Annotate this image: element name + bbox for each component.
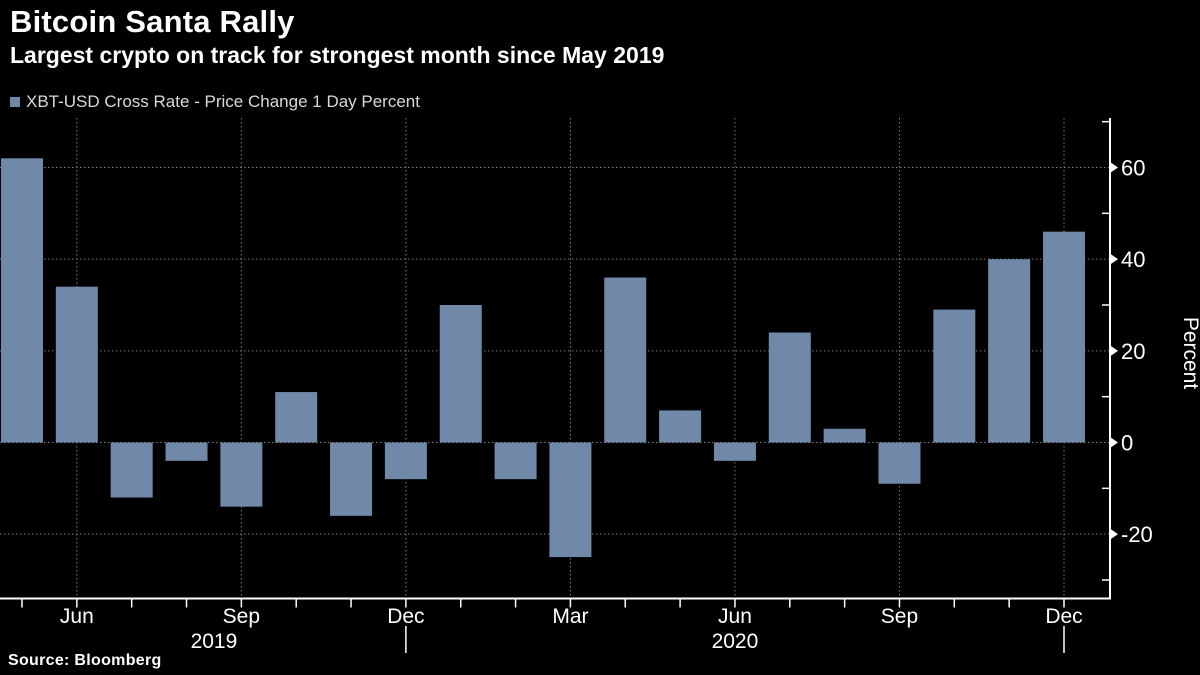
bar bbox=[933, 309, 976, 443]
y-major-tick bbox=[1110, 162, 1118, 174]
bar bbox=[823, 428, 866, 443]
y-tick-label: -20 bbox=[1121, 522, 1153, 547]
x-tick-label: Dec bbox=[387, 605, 424, 628]
y-major-tick bbox=[1110, 253, 1118, 265]
x-tick-label: Sep bbox=[223, 605, 260, 628]
chart-title: Bitcoin Santa Rally bbox=[10, 4, 295, 39]
bar bbox=[55, 286, 98, 443]
bar bbox=[768, 332, 811, 443]
bar bbox=[110, 442, 153, 498]
year-label: 2019 bbox=[191, 630, 238, 653]
legend-swatch-icon bbox=[10, 97, 20, 107]
bar bbox=[275, 392, 318, 443]
x-tick-label: Jun bbox=[60, 605, 94, 628]
y-axis-title: Percent bbox=[1179, 317, 1200, 390]
chart-subtitle: Largest crypto on track for strongest mo… bbox=[10, 42, 665, 68]
bar bbox=[220, 442, 263, 507]
year-label: 2020 bbox=[712, 630, 759, 653]
legend-label: XBT-USD Cross Rate - Price Change 1 Day … bbox=[26, 92, 420, 111]
bar bbox=[1042, 231, 1085, 443]
bar bbox=[494, 442, 537, 480]
y-major-tick bbox=[1110, 437, 1118, 448]
x-tick-label: Dec bbox=[1045, 605, 1082, 628]
bar bbox=[988, 259, 1031, 443]
y-tick-label: 0 bbox=[1121, 431, 1133, 456]
x-tick-label: Mar bbox=[552, 605, 588, 628]
bar bbox=[713, 442, 756, 461]
bar bbox=[439, 305, 482, 443]
y-tick-label: 40 bbox=[1121, 247, 1145, 272]
bar bbox=[549, 442, 592, 558]
bar bbox=[659, 410, 702, 443]
y-major-tick bbox=[1110, 528, 1118, 540]
y-major-tick bbox=[1110, 345, 1118, 357]
bar bbox=[878, 442, 921, 484]
bar bbox=[384, 442, 427, 480]
y-tick-label: 20 bbox=[1121, 339, 1145, 364]
x-tick-label: Jun bbox=[718, 605, 752, 628]
bar bbox=[330, 442, 373, 516]
legend: XBT-USD Cross Rate - Price Change 1 Day … bbox=[10, 92, 420, 112]
x-tick-label: Sep bbox=[881, 605, 918, 628]
source-attribution: Source: Bloomberg bbox=[8, 652, 162, 669]
bar bbox=[165, 442, 208, 461]
y-tick-label: 60 bbox=[1121, 156, 1145, 181]
bar bbox=[1, 158, 43, 443]
bar bbox=[604, 277, 647, 443]
